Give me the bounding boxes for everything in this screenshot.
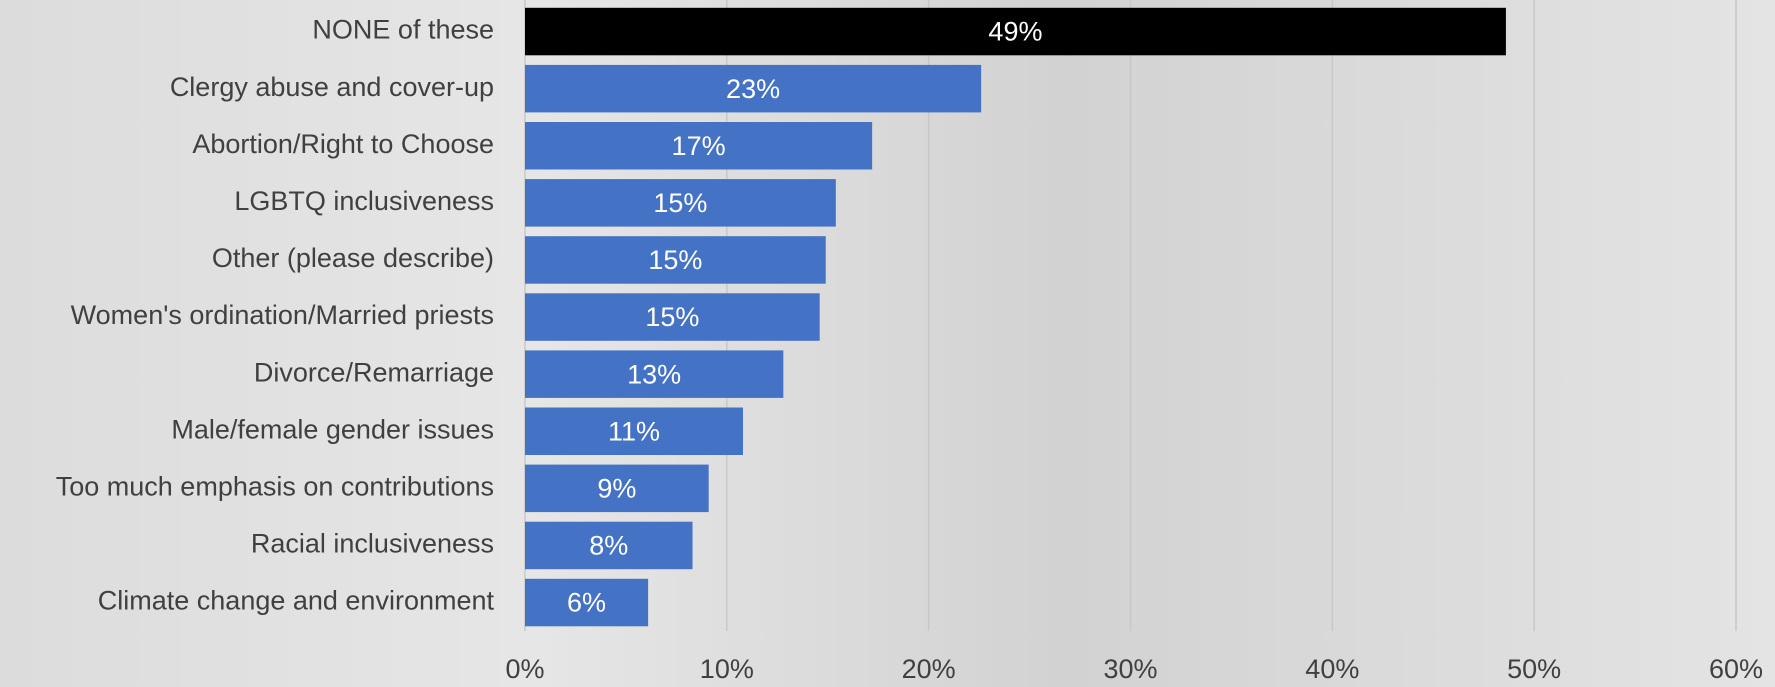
value-label: 15% (645, 302, 699, 332)
y-tick-label: Women's ordination/Married priests (71, 300, 494, 330)
value-label: 6% (567, 588, 606, 618)
value-label: 13% (627, 359, 681, 389)
value-label: 17% (672, 131, 726, 161)
value-label: 23% (726, 74, 780, 104)
bar (525, 122, 873, 170)
y-tick-label: Male/female gender issues (171, 414, 494, 444)
x-tick-label: 30% (1103, 654, 1157, 684)
x-tick-label: 50% (1507, 654, 1561, 684)
value-label: 15% (653, 188, 707, 218)
bar (525, 464, 709, 513)
y-tick-label: Climate change and environment (98, 586, 495, 616)
x-tick-label: 0% (505, 654, 544, 684)
bar (525, 236, 826, 284)
y-tick-label: NONE of these (312, 15, 494, 45)
bar (525, 293, 820, 341)
bar (525, 407, 743, 455)
y-tick-label: LGBTQ inclusiveness (234, 186, 494, 216)
value-label: 15% (648, 245, 702, 275)
bar (525, 521, 693, 570)
bar (525, 179, 836, 227)
bar (525, 7, 1506, 56)
bar (525, 578, 649, 627)
value-label: 49% (988, 17, 1042, 47)
x-tick-label: 60% (1709, 654, 1763, 684)
y-tick-label: Clergy abuse and cover-up (170, 72, 494, 102)
bar (525, 64, 982, 113)
y-tick-label: Abortion/Right to Choose (192, 129, 494, 159)
y-tick-label: Too much emphasis on contributions (56, 471, 494, 501)
value-label: 9% (597, 473, 636, 503)
y-tick-label: Other (please describe) (212, 243, 494, 273)
x-tick-label: 20% (902, 654, 956, 684)
value-label: 8% (589, 531, 628, 561)
y-tick-label: Divorce/Remarriage (254, 357, 494, 387)
bar (525, 350, 784, 398)
x-tick-label: 40% (1305, 654, 1359, 684)
value-label: 11% (608, 416, 660, 446)
y-tick-label: Racial inclusiveness (251, 529, 494, 559)
x-tick-label: 10% (700, 654, 754, 684)
